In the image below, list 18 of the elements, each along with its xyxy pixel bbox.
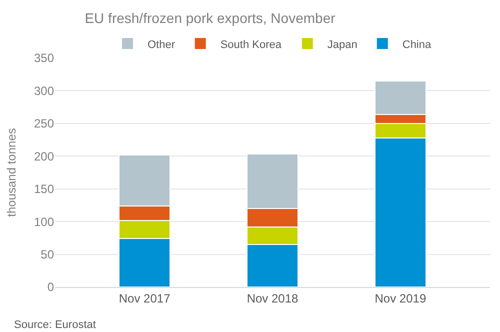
- y-axis-title: thousand tonnes: [4, 128, 18, 217]
- y-tick-label: 250: [34, 116, 54, 131]
- legend-label: Japan: [327, 38, 358, 51]
- y-tick-label: 350: [34, 51, 54, 66]
- chart-title: EU fresh/frozen pork exports, November: [84, 10, 336, 26]
- y-tick-label: 150: [34, 182, 54, 196]
- y-tick-label: 50: [40, 247, 54, 262]
- legend-label: South Korea: [220, 38, 282, 51]
- x-tick-label: Nov 2017: [118, 291, 171, 306]
- y-tick-label: 300: [34, 84, 54, 98]
- y-tick-label: 100: [34, 214, 54, 229]
- y-tick-label: 0: [47, 280, 54, 294]
- y-tick-label: 200: [34, 149, 54, 164]
- source-note: Source: Eurostat: [14, 319, 96, 331]
- x-tick-label: Nov 2019: [374, 291, 426, 306]
- legend-label: Other: [148, 38, 176, 51]
- x-tick-label: Nov 2018: [246, 291, 299, 306]
- legend-label: China: [402, 38, 432, 51]
